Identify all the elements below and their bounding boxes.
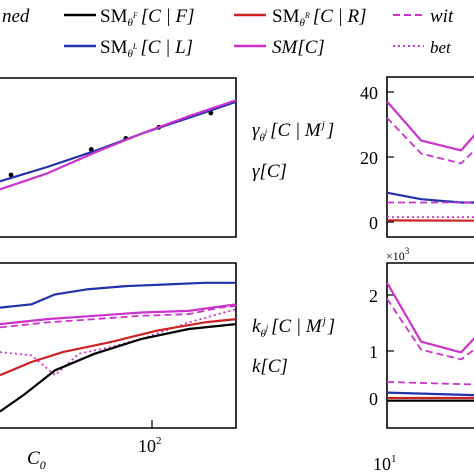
legend: ned SMθF [C | F] SMθL [C | L] SMθR [C | R] … xyxy=(2,6,454,60)
panel-right-top-marks xyxy=(386,100,474,222)
panel-left-bottom-frame xyxy=(0,262,237,429)
legend-label-with: wit xyxy=(430,6,454,27)
middle-labels: γθj [C | Mj] γ[C] kθj [C | Mj] k[C] xyxy=(252,119,335,377)
right-bottom-series-3 xyxy=(386,391,474,397)
x-axis-labels: C0 102 101 xyxy=(27,435,397,474)
left-top-series-2 xyxy=(0,99,237,191)
panel-left-bottom-marks xyxy=(0,281,237,413)
x-tick-label-right: 101 xyxy=(373,453,397,474)
left-top-point-0 xyxy=(8,172,14,178)
right-top-ytick-label-0: 0 xyxy=(369,213,378,233)
gamma-conditional-label: γθj [C | Mj] xyxy=(252,119,334,144)
right-top-series-2 xyxy=(386,191,474,204)
right-top-ytick-label-40: 40 xyxy=(360,83,378,103)
right-bottom-ytick-label-2: 2 xyxy=(369,286,378,306)
legend-label-smf: SMθF [C | F] xyxy=(100,6,195,29)
left-bottom-series-4 xyxy=(0,318,237,377)
right-bottom-series-0 xyxy=(386,282,474,354)
panel-left-top-frame xyxy=(0,77,237,238)
panel-left-top-marks xyxy=(0,99,237,191)
panel-right-bottom: ×103 2 1 0 xyxy=(369,246,474,429)
legend-label-bet: bet xyxy=(430,38,452,57)
right-bottom-series-2 xyxy=(386,381,474,386)
panel-right-top: 40 20 0 xyxy=(360,76,474,238)
panel-right-bottom-frame xyxy=(386,262,474,429)
right-top-ytick-label-20: 20 xyxy=(360,148,378,168)
left-bottom-series-0 xyxy=(0,281,236,309)
k-label: k[C] xyxy=(252,356,288,377)
legend-label-smr: SMθR [C | R] xyxy=(272,6,367,29)
panel-right-bottom-marks xyxy=(386,282,474,402)
panel-right-top-frame xyxy=(386,76,474,238)
right-bottom-multiplier: ×103 xyxy=(386,246,410,263)
legend-label-tuned: ned xyxy=(2,6,30,27)
right-bottom-ytick-label-0: 0 xyxy=(369,389,378,409)
left-bottom-series-1 xyxy=(0,303,237,326)
legend-label-smc: SM[C] xyxy=(272,37,325,58)
x-tick-label-left: 102 xyxy=(138,435,162,456)
left-bottom-series-5 xyxy=(0,323,237,413)
left-top-series-1 xyxy=(0,100,237,183)
x-axis-label-c0: C0 xyxy=(27,448,46,472)
right-bottom-ytick-label-1: 1 xyxy=(369,342,378,362)
right-top-series-1 xyxy=(386,117,474,165)
legend-label-sml: SMθL [C | L] xyxy=(100,37,193,60)
right-top-series-0 xyxy=(386,100,474,152)
k-conditional-label: kθj [C | Mj] xyxy=(252,315,335,340)
gamma-label: γ[C] xyxy=(252,161,287,182)
panel-left-top xyxy=(0,77,237,238)
left-bottom-series-2 xyxy=(0,305,237,329)
panel-left-bottom xyxy=(0,262,237,429)
left-bottom-series-3 xyxy=(0,308,237,377)
right-bottom-series-1 xyxy=(386,298,474,361)
